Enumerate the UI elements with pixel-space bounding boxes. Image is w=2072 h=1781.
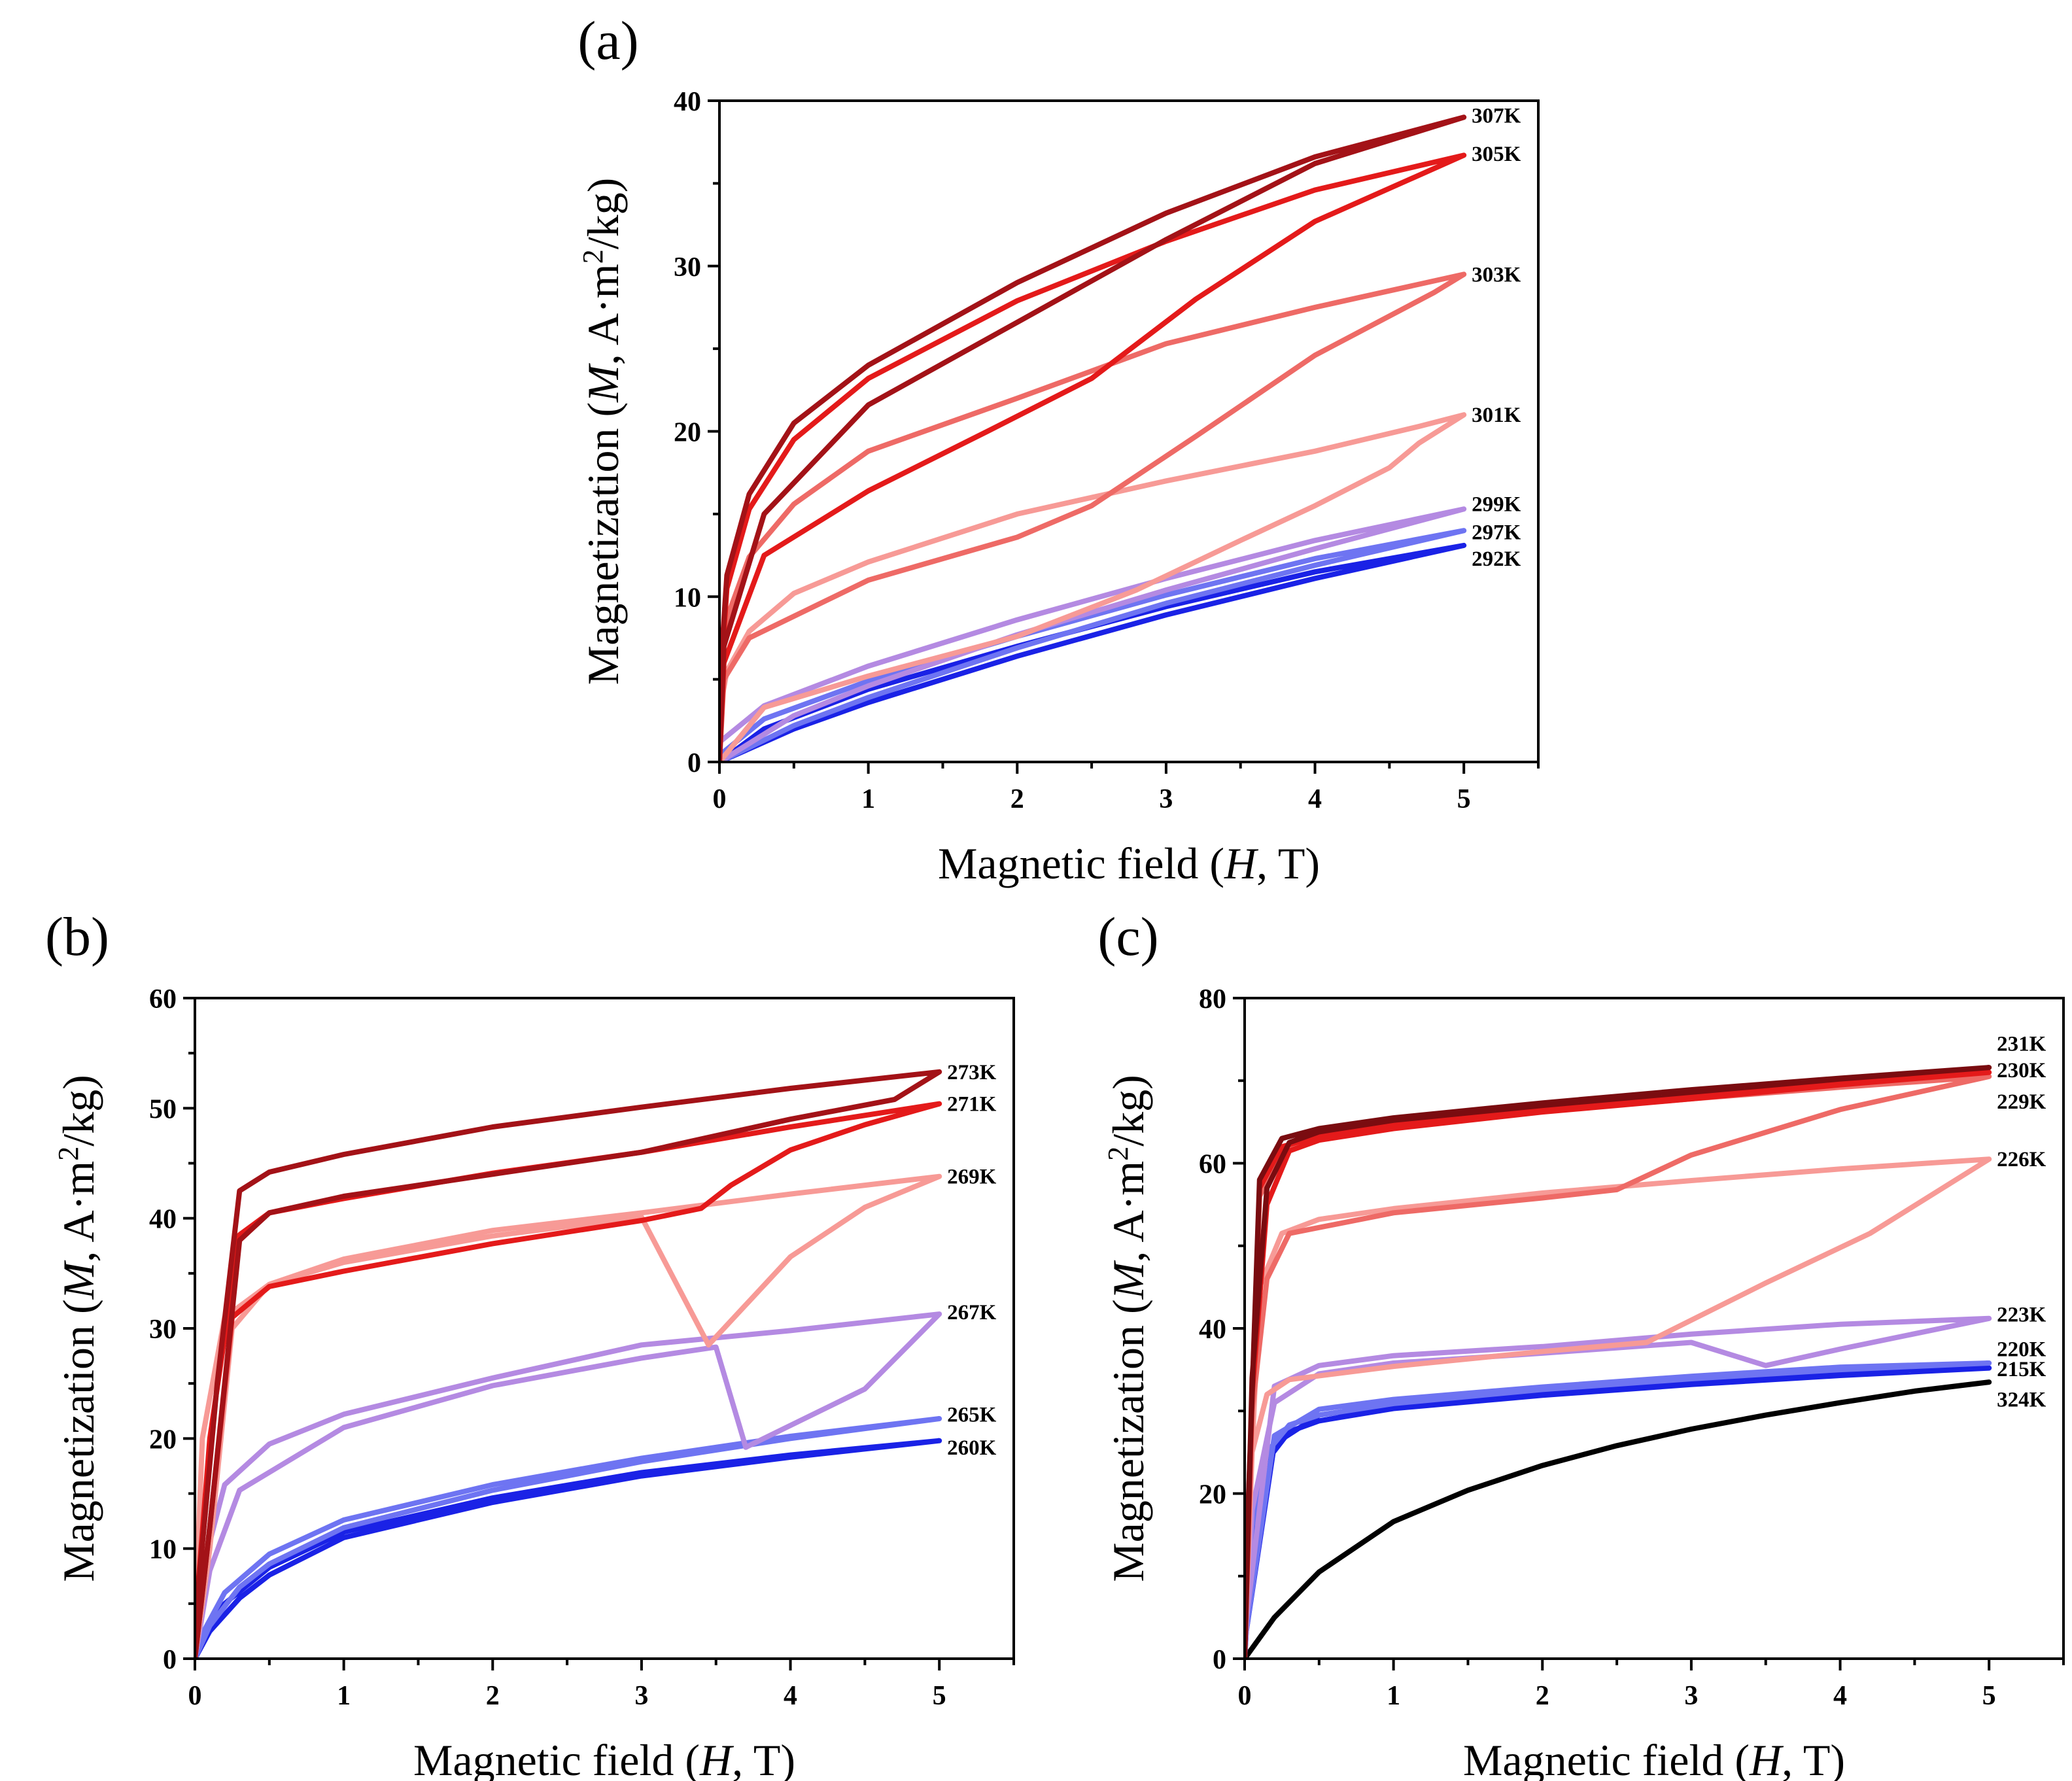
series-line-301K bbox=[719, 412, 1467, 762]
series-label-231K: 231K bbox=[1997, 1032, 2046, 1056]
y-tick-label: 50 bbox=[149, 1094, 177, 1124]
x-tick-label: 0 bbox=[188, 1681, 202, 1711]
x-tick-label: 2 bbox=[1536, 1681, 1549, 1711]
x-tick-label: 0 bbox=[1238, 1681, 1252, 1711]
series-label-324K: 324K bbox=[1997, 1389, 2046, 1412]
x-tick-label: 5 bbox=[1457, 784, 1471, 814]
x-tick-label: 1 bbox=[337, 1681, 351, 1711]
series-line-265K bbox=[195, 1416, 942, 1659]
y-tick-label: 0 bbox=[1213, 1645, 1226, 1675]
x-axis-label: Magnetic field (H, T) bbox=[413, 1735, 795, 1781]
panel-label: (b) bbox=[45, 907, 109, 967]
series-label-230K: 230K bbox=[1997, 1059, 2046, 1082]
x-tick-label: 3 bbox=[1684, 1681, 1698, 1711]
y-tick-label: 20 bbox=[674, 418, 701, 448]
y-tick-label: 20 bbox=[1199, 1480, 1226, 1510]
series-line-297K bbox=[719, 528, 1467, 762]
series-line-226K bbox=[1245, 1156, 1992, 1659]
y-tick-label: 60 bbox=[149, 984, 177, 1014]
y-tick-label: 40 bbox=[1199, 1315, 1226, 1345]
series-label-220K: 220K bbox=[1997, 1338, 2046, 1362]
x-tick-label: 4 bbox=[784, 1681, 797, 1711]
series-label-301K: 301K bbox=[1472, 404, 1521, 427]
x-tick-label: 5 bbox=[1982, 1681, 1996, 1711]
series-line-230K bbox=[1245, 1069, 1992, 1659]
series-label-273K: 273K bbox=[947, 1061, 997, 1084]
x-axis-label: Magnetic field (H, T) bbox=[1463, 1735, 1845, 1781]
series-label-307K: 307K bbox=[1472, 105, 1521, 128]
series-label-297K: 297K bbox=[1472, 521, 1521, 545]
series-group bbox=[1245, 1065, 1992, 1659]
y-tick-label: 60 bbox=[1199, 1150, 1226, 1180]
series-label-215K: 215K bbox=[1997, 1358, 2046, 1381]
x-tick-label: 0 bbox=[713, 784, 727, 814]
series-line-324K bbox=[1245, 1379, 1992, 1659]
y-axis-label: Magnetization (M, A·m2/kg) bbox=[52, 1075, 104, 1582]
series-line-260K bbox=[195, 1438, 942, 1659]
y-tick-label: 10 bbox=[674, 583, 701, 613]
y-tick-label: 40 bbox=[149, 1205, 177, 1235]
series-group bbox=[195, 1069, 942, 1659]
y-tick-label: 10 bbox=[149, 1535, 177, 1565]
y-tick-label: 30 bbox=[674, 252, 701, 283]
series-line-220K bbox=[1245, 1360, 1992, 1659]
x-tick-label: 4 bbox=[1833, 1681, 1847, 1711]
x-tick-label: 1 bbox=[1387, 1681, 1400, 1711]
series-label-260K: 260K bbox=[947, 1436, 997, 1460]
panel-label: (c) bbox=[1097, 907, 1158, 967]
series-label-271K: 271K bbox=[947, 1093, 997, 1116]
series-label-223K: 223K bbox=[1997, 1304, 2046, 1327]
series-line-307K bbox=[719, 114, 1467, 762]
y-tick-label: 0 bbox=[163, 1645, 177, 1675]
series-line-303K bbox=[719, 271, 1467, 762]
series-line-267K bbox=[195, 1311, 942, 1659]
y-tick-label: 80 bbox=[1199, 984, 1226, 1014]
x-tick-label: 3 bbox=[634, 1681, 648, 1711]
series-label-267K: 267K bbox=[947, 1301, 997, 1324]
y-tick-label: 40 bbox=[674, 87, 701, 117]
y-axis-label: Magnetization (M, A·m2/kg) bbox=[577, 178, 629, 685]
series-label-269K: 269K bbox=[947, 1166, 997, 1189]
x-tick-label: 5 bbox=[933, 1681, 946, 1711]
series-label-303K: 303K bbox=[1472, 263, 1521, 286]
series-line-299K bbox=[719, 506, 1467, 762]
series-line-273K bbox=[195, 1069, 942, 1659]
plot-frame bbox=[194, 997, 1015, 1660]
series-line-223K bbox=[1245, 1315, 1992, 1659]
panel-label: (a) bbox=[578, 10, 638, 71]
series-label-229K: 229K bbox=[1997, 1090, 2046, 1114]
x-tick-label: 3 bbox=[1159, 784, 1173, 814]
y-tick-label: 30 bbox=[149, 1315, 177, 1345]
x-tick-label: 4 bbox=[1308, 784, 1322, 814]
series-line-292K bbox=[719, 542, 1467, 762]
y-tick-label: 0 bbox=[687, 748, 701, 778]
x-tick-label: 1 bbox=[861, 784, 875, 814]
series-line-269K bbox=[195, 1173, 942, 1659]
series-label-265K: 265K bbox=[947, 1403, 997, 1427]
x-axis-label: Magnetic field (H, T) bbox=[938, 839, 1320, 888]
series-label-226K: 226K bbox=[1997, 1148, 2046, 1171]
series-line-231K bbox=[1245, 1065, 1992, 1659]
series-group bbox=[719, 114, 1467, 762]
series-line-305K bbox=[719, 152, 1467, 762]
series-label-299K: 299K bbox=[1472, 493, 1521, 517]
series-label-305K: 305K bbox=[1472, 143, 1521, 166]
y-axis-label: Magnetization (M, A·m2/kg) bbox=[1102, 1075, 1154, 1582]
x-tick-label: 2 bbox=[1010, 784, 1024, 814]
y-tick-label: 20 bbox=[149, 1425, 177, 1455]
series-label-292K: 292K bbox=[1472, 547, 1521, 571]
x-tick-label: 2 bbox=[486, 1681, 500, 1711]
